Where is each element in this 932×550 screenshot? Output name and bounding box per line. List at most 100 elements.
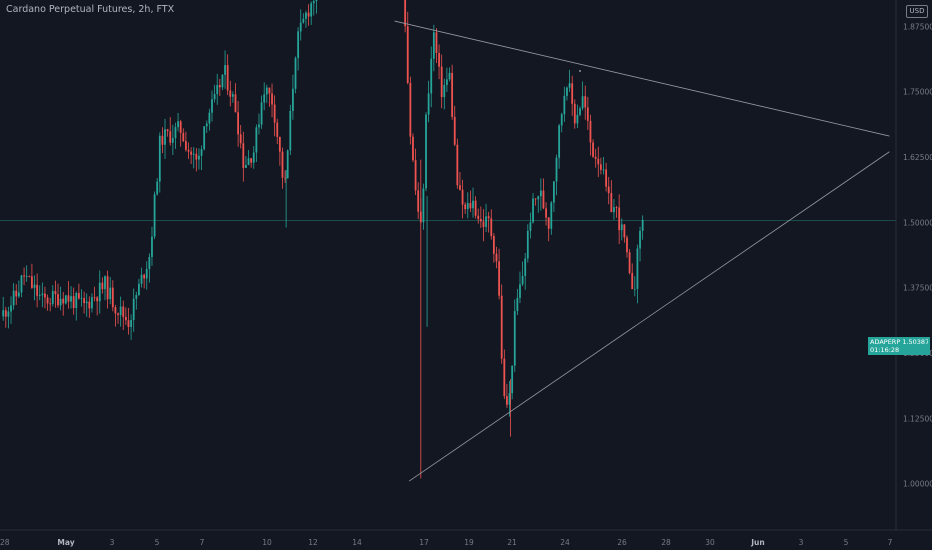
time-axis[interactable]: 28 May 3 5 7 10 12 14 17 19 21 24 26 28 30 Jun 3 5 7 [0,538,893,547]
candle [88,296,91,318]
candle [122,300,125,331]
candle [459,171,461,191]
candle [529,212,532,239]
candle [145,261,148,290]
candle [602,156,605,175]
x-tick-label: 7 [200,538,205,547]
candle [545,202,547,226]
candle [77,283,80,300]
candle [114,304,117,327]
candle [93,286,96,302]
candle [252,146,255,169]
candle [555,154,558,196]
candle [435,28,438,64]
candle [135,291,138,310]
candle [124,307,127,326]
lower-trendline[interactable] [408,151,890,482]
candle [148,253,151,283]
candle [28,275,31,278]
candle [171,124,174,156]
candle [4,306,7,328]
candle [628,249,631,275]
candle [472,187,474,218]
candle [641,215,644,240]
candle [563,86,566,122]
candle [153,191,156,240]
candle [200,145,203,171]
candle [599,157,602,175]
candle [482,209,485,242]
candle [294,56,297,94]
x-tick-label: 3 [799,538,804,547]
candle [636,244,639,304]
candle [20,274,23,298]
candle [414,148,417,196]
candle [44,286,46,309]
upper-trendline[interactable] [394,20,890,137]
candle [576,104,579,129]
candle [312,0,315,16]
candle [594,148,597,168]
candle [461,179,464,219]
candle [258,113,260,135]
candle [182,128,185,143]
candle [495,246,498,269]
candle [138,278,140,297]
candle [456,138,459,189]
symbol-label: ADAPERP [870,338,901,346]
candle [297,27,300,71]
candle [440,54,443,109]
x-tick-label: May [57,538,74,547]
candle [430,46,433,108]
candle [72,287,75,315]
candle [268,87,271,107]
candle [539,178,542,211]
candle [25,265,28,282]
candle [479,206,482,228]
candle [132,288,135,332]
candle [618,194,621,245]
candle [106,270,109,309]
candle [31,263,33,290]
y-tick-label: 1.375000 [903,284,932,293]
candle [464,202,467,214]
candle [615,205,618,218]
candle [208,108,211,131]
x-tick-label: 17 [419,538,429,547]
y-tick-label: 1.000000 [903,480,932,489]
candle [516,288,519,316]
candle [310,1,313,25]
candle [80,289,83,307]
candle [278,136,281,166]
candle [610,180,613,213]
candle [425,112,427,192]
candle [57,283,59,308]
last-price-tag: ADAPERP 1.503875 01:16:28 [868,337,930,355]
chart-marker [579,70,581,72]
candle [305,10,307,28]
candle [67,281,70,309]
candle [216,73,219,105]
candle [169,117,172,146]
candle [158,132,161,193]
candle [633,276,636,297]
candle [255,124,258,163]
candle [15,284,18,305]
candle [466,192,469,219]
currency-badge[interactable]: USD [906,5,928,18]
candle [192,147,195,169]
candle [292,74,294,120]
x-tick-label: 5 [155,538,160,547]
candle [10,296,12,324]
candle [64,294,67,305]
candle [174,122,177,149]
candle [250,157,253,168]
candle [485,203,487,233]
candle [104,275,106,301]
price-axis[interactable]: 1.0000001.1250001.2500001.3750001.500000… [903,22,932,488]
candle [229,80,232,107]
candle [213,84,216,103]
candle [83,291,86,314]
candle [271,83,273,118]
candle [91,293,93,313]
